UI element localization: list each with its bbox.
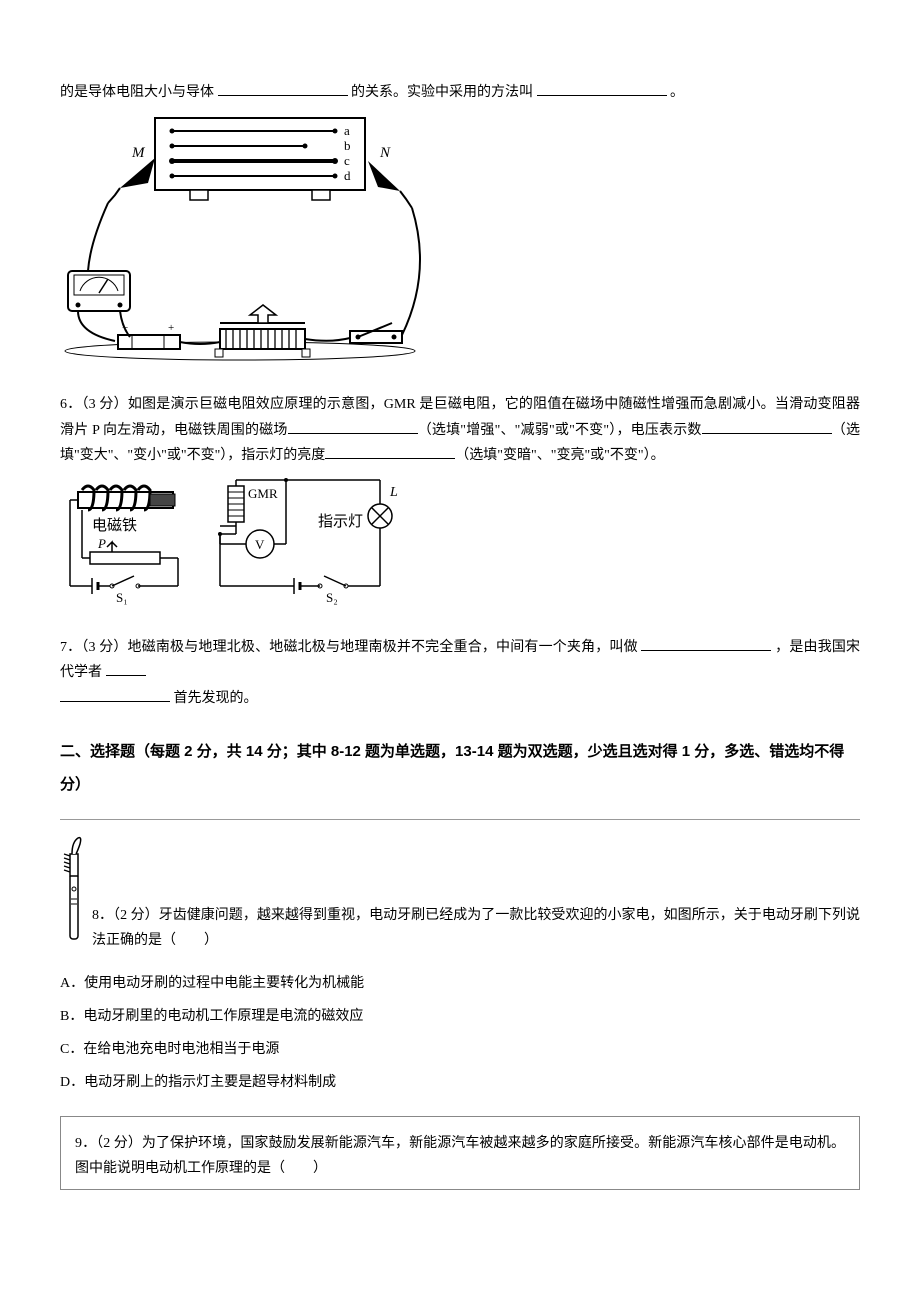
question-8: 8．（2 分）牙齿健康问题，越来越得到重视，电动牙刷已经成为了一款比较受欢迎的小… <box>60 834 860 1096</box>
svg-text:P: P <box>97 536 106 551</box>
question-6: 6．（3 分）如图是演示巨磁电阻效应原理的示意图，GMR 是巨磁电阻，它的阻值在… <box>60 392 860 615</box>
svg-text:a: a <box>344 123 350 138</box>
question-5-tail: 的是导体电阻大小与导体 的关系。实验中采用的方法叫 。 a b c d <box>60 80 860 372</box>
svg-text:M: M <box>131 145 146 161</box>
q6-blank-1[interactable] <box>288 420 418 434</box>
divider-1 <box>60 819 860 820</box>
q7-t3: 首先发现的。 <box>174 691 258 706</box>
q9-text: 9．（2 分）为了保护环境，国家鼓励发展新能源汽车，新能源汽车被越来越多的家庭所… <box>75 1131 845 1181</box>
section-2-header: 二、选择题（每题 2 分，共 14 分；其中 8-12 题为单选题，13-14 … <box>60 735 860 801</box>
q8-options: A．使用电动牙刷的过程中电能主要转化为机械能 B．电动牙刷里的电动机工作原理是电… <box>60 971 860 1096</box>
q5-diagram: a b c d M N − <box>60 113 860 372</box>
svg-text:N: N <box>379 145 391 161</box>
q6-text: 6．（3 分）如图是演示巨磁电阻效应原理的示意图，GMR 是巨磁电阻，它的阻值在… <box>60 392 860 468</box>
q6-blank-2[interactable] <box>702 420 832 434</box>
q8-text: 8．（2 分）牙齿健康问题，越来越得到重视，电动牙刷已经成为了一款比较受欢迎的小… <box>92 903 860 953</box>
q5-blank-1[interactable] <box>218 82 348 96</box>
svg-text:c: c <box>344 153 350 168</box>
q6-h1: （选填"增强"、"减弱"或"不变"），电压表示数 <box>418 423 702 438</box>
q7-blank-1[interactable] <box>641 637 771 651</box>
q5-blank-2[interactable] <box>537 82 667 96</box>
q7-blank-2b[interactable] <box>60 688 170 702</box>
svg-text:S₂: S₂ <box>326 590 338 605</box>
question-9: 9．（2 分）为了保护环境，国家鼓励发展新能源汽车，新能源汽车被越来越多的家庭所… <box>60 1116 860 1190</box>
svg-text:d: d <box>344 168 351 183</box>
toothbrush-icon <box>60 834 88 953</box>
q6-blank-3[interactable] <box>325 445 455 459</box>
question-7: 7．（3 分）地磁南极与地理北极、地磁北极与地理南极并不完全重合，中间有一个夹角… <box>60 635 860 711</box>
q6-diagram: 电磁铁 S₁ P <box>60 476 860 615</box>
svg-text:S₁: S₁ <box>116 590 128 605</box>
q8-option-b[interactable]: B．电动牙刷里的电动机工作原理是电流的磁效应 <box>60 1004 860 1029</box>
q5-end: 。 <box>670 85 684 100</box>
svg-text:V: V <box>255 537 265 552</box>
q5-text: 的是导体电阻大小与导体 的关系。实验中采用的方法叫 。 <box>60 80 860 105</box>
svg-text:b: b <box>344 138 351 153</box>
svg-text:L: L <box>389 485 398 500</box>
q5-rel: 的关系。实验中采用的方法叫 <box>351 85 533 100</box>
svg-text:+: + <box>168 322 174 334</box>
q8-option-a[interactable]: A．使用电动牙刷的过程中电能主要转化为机械能 <box>60 971 860 996</box>
q6-h3: （选填"变暗"、"变亮"或"不变"）。 <box>455 448 664 463</box>
q8-option-d[interactable]: D．电动牙刷上的指示灯主要是超导材料制成 <box>60 1070 860 1095</box>
q8-option-c[interactable]: C．在给电池充电时电池相当于电源 <box>60 1037 860 1062</box>
svg-text:指示灯: 指示灯 <box>318 513 363 530</box>
q5-intro: 的是导体电阻大小与导体 <box>60 85 214 100</box>
svg-text:GMR: GMR <box>248 486 278 501</box>
q7-text: 7．（3 分）地磁南极与地理北极、地磁北极与地理南极并不完全重合，中间有一个夹角… <box>60 635 860 711</box>
q7-blank-2a[interactable] <box>106 662 146 676</box>
svg-text:电磁铁: 电磁铁 <box>92 517 137 534</box>
q7-t1: 7．（3 分）地磁南极与地理北极、地磁北极与地理南极并不完全重合，中间有一个夹角… <box>60 640 638 655</box>
